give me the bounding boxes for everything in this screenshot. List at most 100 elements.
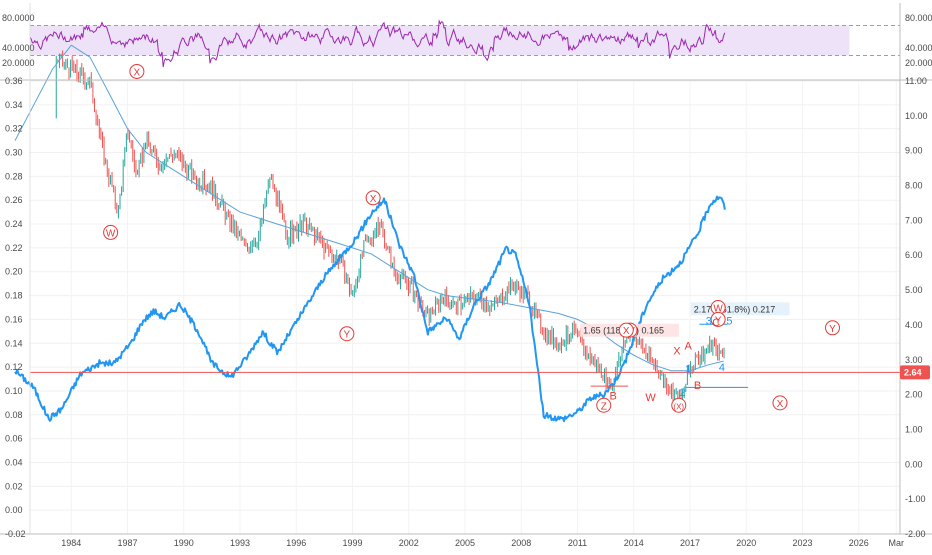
wave-label: (X)	[673, 402, 684, 411]
grid-lines	[30, 80, 900, 535]
moving-average-line	[14, 44, 724, 372]
wave-label-circle	[103, 224, 119, 240]
axes: 80.000080.000040.000040.000020.000020.00…	[0, 3, 932, 548]
wave-label: X	[673, 345, 681, 357]
right-tick-label: 9.00	[905, 146, 923, 156]
wave-label: B	[694, 380, 701, 392]
left-tick-label: 0.24	[5, 219, 23, 229]
left-tick-label: 0.30	[5, 148, 23, 158]
wave-label-circle	[339, 326, 355, 342]
indicator-left-tick: 80.0000	[2, 13, 35, 23]
indicator-panel	[0, 3, 932, 78]
wave-label: C	[712, 317, 720, 329]
x-tick-label: 1996	[286, 538, 306, 548]
wave-label: 4	[719, 362, 725, 374]
main-panel	[14, 44, 900, 423]
x-tick-label: 2008	[511, 538, 531, 548]
wave-label: W	[645, 392, 656, 404]
price-bars	[55, 50, 725, 412]
right-tick-label: 1.00	[905, 424, 923, 434]
wave-label: A	[684, 341, 692, 353]
right-tick-label: 4.00	[905, 320, 923, 330]
left-tick-label: 0.16	[5, 314, 23, 324]
wave-label: Y	[829, 324, 836, 335]
wave-label: 1	[685, 363, 691, 375]
wave-label: X	[623, 326, 630, 337]
wave-label: 3	[706, 316, 712, 328]
left-tick-label: 0.14	[5, 338, 23, 348]
right-tick-label: 6.00	[905, 250, 923, 260]
left-tick-label: 0.26	[5, 195, 23, 205]
left-tick-label: 0.00	[5, 505, 23, 515]
wave-label: Y	[344, 330, 351, 341]
wave-label-circle	[772, 395, 788, 411]
wave-label: Z	[601, 401, 607, 412]
x-tick-label: 2026	[849, 538, 869, 548]
right-tick-label: 11.00	[905, 76, 927, 86]
right-tick-label: 7.00	[905, 215, 923, 225]
x-tick-label: Mar	[889, 538, 905, 548]
rsi-band	[30, 25, 850, 56]
last-price-badge	[900, 365, 930, 380]
x-tick-label: 2005	[455, 538, 475, 548]
last-price-label: 2.64	[904, 367, 922, 377]
right-tick-label: 0.00	[905, 459, 923, 469]
wave-label-circle	[596, 397, 612, 413]
x-tick-label: 2023	[792, 538, 812, 548]
x-tick-label: 2002	[399, 538, 419, 548]
left-tick-label: 0.28	[5, 171, 23, 181]
x-tick-label: 2020	[736, 538, 756, 548]
wave-label-circle	[618, 322, 634, 338]
wave-label-circle	[825, 320, 840, 336]
indicator-left-tick: 20.0000	[2, 58, 35, 68]
right-tick-label: 8.00	[905, 181, 923, 191]
x-tick-label: 1999	[342, 538, 362, 548]
wave-label-circle	[129, 63, 145, 79]
x-tick-label: 1984	[61, 538, 81, 548]
wave-label: W	[713, 304, 723, 315]
left-tick-label: 0.08	[5, 410, 23, 420]
left-tick-label: 0.34	[5, 100, 23, 110]
wave-label: W	[106, 228, 116, 239]
left-tick-label: 0.12	[5, 362, 23, 372]
right-tick-label: 2.00	[905, 390, 923, 400]
fib-label: 2.17 (161.8%) 0.217	[694, 304, 776, 314]
left-tick-label: 0.22	[5, 243, 23, 253]
indicator-right-tick: 80.0000	[905, 13, 932, 23]
left-tick-label: 0.32	[5, 124, 23, 134]
wave-label: 2	[679, 387, 685, 399]
left-tick-label: 0.18	[5, 291, 23, 301]
left-tick-label: 0.04	[5, 457, 23, 467]
left-tick-label: 0.10	[5, 386, 23, 396]
left-tick-label: 0.06	[5, 434, 23, 444]
wave-label-circle	[710, 311, 726, 327]
rsi-line	[29, 19, 726, 68]
wave-label: X	[134, 67, 141, 78]
indicator-left-tick: 40.0000	[2, 43, 35, 53]
wave-label-circle	[365, 190, 381, 206]
right-tick-label: 3.00	[905, 355, 923, 365]
indicator-right-tick: 40.0000	[905, 43, 932, 53]
wave-label: Y	[715, 315, 722, 326]
left-tick-label: 0.02	[5, 481, 23, 491]
wave-label: B	[609, 391, 616, 403]
right-tick-label: 10.00	[905, 111, 928, 121]
x-tick-label: 1987	[117, 538, 137, 548]
ratio-line	[14, 195, 726, 423]
right-tick-label: -2.00	[905, 529, 926, 539]
wave-label-circle	[671, 397, 687, 413]
wave-label: 5	[726, 316, 732, 328]
indicator-right-tick: 20.0000	[905, 58, 932, 68]
right-tick-label: 5.00	[905, 285, 923, 295]
wave-label: X	[777, 399, 784, 410]
right-tick-label: -1.00	[905, 494, 926, 504]
x-tick-label: 2014	[624, 538, 644, 548]
left-tick-label: 0.36	[5, 76, 23, 86]
left-tick-label: 0.20	[5, 267, 23, 277]
wave-label: X	[370, 194, 377, 205]
x-tick-label: 2011	[568, 538, 587, 548]
x-tick-label: 2017	[680, 538, 700, 548]
